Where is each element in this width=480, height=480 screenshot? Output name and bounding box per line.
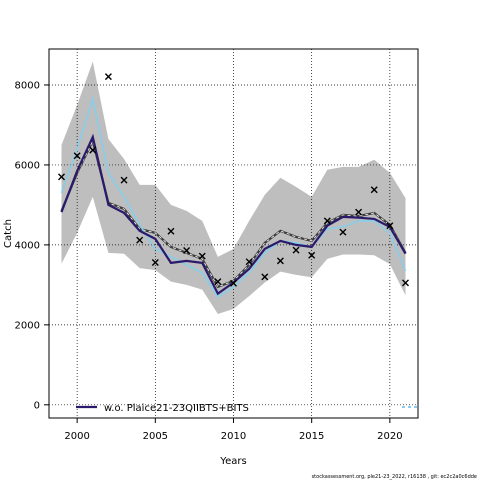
x-tick-label: 2010: [221, 431, 246, 442]
y-tick-label: 8000: [15, 80, 40, 91]
observed-point: [276, 257, 284, 265]
observed-point: [198, 252, 206, 260]
observed-point: [151, 258, 159, 266]
observed-point: [261, 273, 269, 281]
series-line-light: [60, 95, 407, 298]
observed-point: [308, 251, 316, 259]
observed-point: [214, 278, 222, 286]
observed-point: [104, 73, 112, 81]
observed-point: [183, 246, 191, 254]
x-tick-label: 2005: [143, 431, 168, 442]
observed-point: [136, 236, 144, 244]
observed-point: [386, 222, 394, 230]
confidence-band: [61, 61, 406, 315]
observed-point-stroke: [120, 176, 128, 184]
observed-point-stroke: [230, 279, 237, 287]
observed-points-layer: [58, 73, 409, 287]
observed-point: [73, 152, 81, 160]
y-tick-label: 0: [34, 400, 40, 411]
observed-point-stroke: [276, 257, 284, 265]
y-axis-title: Catch: [3, 219, 14, 248]
y-tick-label: 2000: [15, 320, 40, 331]
observed-point-stroke: [167, 227, 175, 235]
x-tick-label: 2015: [299, 431, 324, 442]
observed-point-stroke: [214, 278, 222, 286]
observed-point: [245, 258, 253, 266]
observed-point-stroke: [261, 273, 269, 281]
observed-point: [120, 176, 128, 184]
observed-point: [89, 146, 97, 154]
observed-point: [167, 227, 175, 235]
observed-point-stroke: [151, 258, 159, 266]
observed-point-stroke: [401, 279, 409, 287]
footer-credit: stockassessment.org, ple21-23_2022, r161…: [312, 474, 477, 480]
observed-point-stroke: [183, 246, 191, 254]
observed-point-stroke: [339, 228, 347, 236]
confidence-band-layer: [61, 61, 406, 315]
x-axis: 2000 2005 2010 2015 2020: [64, 418, 403, 442]
observed-point-stroke: [323, 217, 331, 225]
observed-point-stroke: [73, 152, 81, 160]
x-tick-label: 2020: [377, 431, 402, 442]
observed-point-stroke: [355, 208, 363, 216]
observed-point-stroke: [292, 246, 300, 254]
x-tick-label: 2000: [64, 431, 89, 442]
y-tick-label: 4000: [15, 240, 40, 251]
observed-point: [230, 279, 237, 287]
observed-point: [370, 186, 378, 194]
observed-point: [292, 246, 300, 254]
observed-point: [355, 208, 363, 216]
observed-point-stroke: [198, 252, 206, 260]
observed-point: [401, 279, 409, 287]
observed-point-stroke: [136, 236, 144, 244]
observed-point: [58, 173, 66, 181]
observed-point-stroke: [370, 186, 378, 194]
observed-point-stroke: [104, 73, 112, 81]
x-axis-title: Years: [219, 456, 246, 467]
legend-label: w.o. Plaice21-23QIIBTS+BITS: [104, 403, 249, 414]
observed-point-stroke: [58, 173, 66, 181]
legend: w.o. Plaice21-23QIIBTS+BITS: [76, 403, 249, 414]
observed-point-stroke: [245, 258, 253, 266]
observed-point-stroke: [386, 222, 394, 230]
y-tick-label: 6000: [15, 160, 40, 171]
observed-point: [339, 228, 347, 236]
observed-point-stroke: [89, 146, 97, 154]
observed-point: [323, 217, 331, 225]
y-axis: 0 2000 4000 6000 8000: [15, 80, 49, 411]
observed-point-stroke: [308, 251, 316, 259]
series-line-black-dash: [61, 139, 406, 288]
